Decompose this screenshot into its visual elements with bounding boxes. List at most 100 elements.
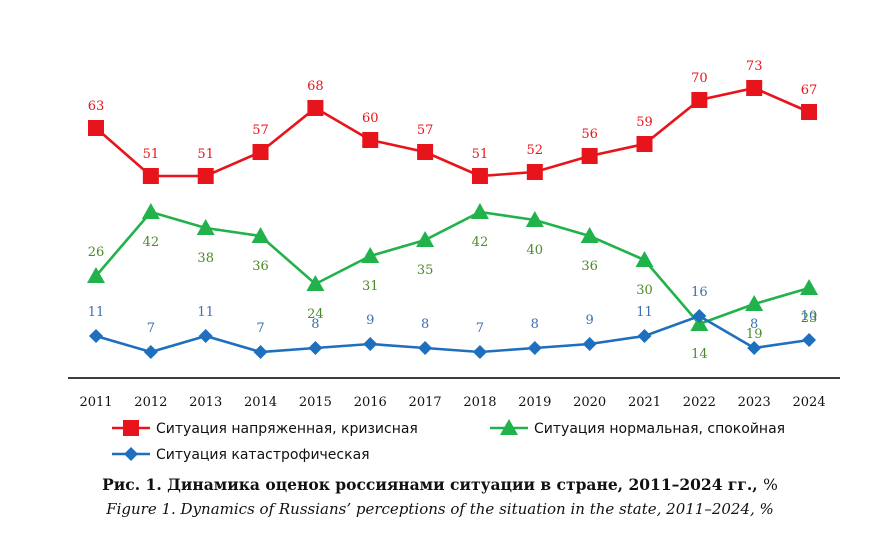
data-label: 52 xyxy=(527,143,544,158)
data-label: 57 xyxy=(252,123,269,138)
data-point-marker xyxy=(197,168,214,184)
data-label: 23 xyxy=(801,311,818,326)
data-label: 11 xyxy=(88,305,105,320)
data-point-marker xyxy=(470,203,489,219)
data-label: 16 xyxy=(691,285,708,300)
data-point-marker xyxy=(363,337,378,351)
x-tick-labels: 2011 2012 2013 2014 2015 2016 2017 2018 2019 2020… xyxy=(79,395,825,410)
caption-ru-unit: % xyxy=(763,476,778,494)
data-point-marker xyxy=(252,144,269,160)
data-point-marker xyxy=(141,203,160,219)
x-tick-label: 2011 xyxy=(79,395,112,410)
data-label: 8 xyxy=(531,317,539,332)
series-line-1 xyxy=(95,86,810,178)
data-label: 42 xyxy=(472,235,489,250)
data-point-marker xyxy=(361,247,380,263)
data-point-marker xyxy=(253,345,268,359)
data-point-marker xyxy=(525,211,544,227)
data-point-marker xyxy=(745,295,764,311)
data-label: 31 xyxy=(362,279,379,294)
data-label: 7 xyxy=(476,321,484,336)
series-lines xyxy=(95,86,810,354)
x-tick-label: 2013 xyxy=(189,395,222,410)
data-point-marker xyxy=(800,279,819,295)
x-tick-label: 2021 xyxy=(628,395,661,410)
x-tick-label: 2012 xyxy=(134,395,167,410)
data-point-marker xyxy=(637,329,652,343)
data-point-marker xyxy=(527,341,542,355)
data-label: 19 xyxy=(746,327,763,342)
data-label: 30 xyxy=(636,283,653,298)
series-line-2 xyxy=(95,210,810,326)
x-tick-label: 2018 xyxy=(463,395,496,410)
data-label: 10 xyxy=(801,309,818,324)
data-label: 51 xyxy=(197,147,214,162)
x-tick-label: 2023 xyxy=(738,395,771,410)
data-label: 57 xyxy=(417,123,434,138)
data-label: 67 xyxy=(801,83,818,98)
x-tick-label: 2014 xyxy=(244,395,277,410)
data-label: 35 xyxy=(417,263,434,278)
data-point-marker xyxy=(636,136,653,152)
data-point-marker xyxy=(196,219,215,235)
legend-label: Ситуация катастрофическая xyxy=(156,447,370,463)
data-point-marker xyxy=(88,120,104,136)
data-label: 8 xyxy=(311,317,319,332)
data-point-marker xyxy=(746,80,763,96)
data-label: 51 xyxy=(472,147,489,162)
data-label: 7 xyxy=(147,321,155,336)
data-point-marker xyxy=(142,168,159,184)
x-tick-label: 2020 xyxy=(573,395,606,410)
data-point-marker xyxy=(306,275,325,291)
data-point-marker xyxy=(692,309,707,323)
data-point-marker xyxy=(526,164,543,180)
data-point-marker xyxy=(308,341,323,355)
data-label: 8 xyxy=(750,317,758,332)
data-label: 36 xyxy=(252,259,269,274)
legend-marker xyxy=(124,447,138,461)
data-label: 51 xyxy=(143,147,160,162)
data-point-marker xyxy=(87,267,105,283)
x-tick-label: 2017 xyxy=(409,395,442,410)
data-label: 38 xyxy=(197,251,214,266)
legend-marker xyxy=(500,419,518,435)
data-point-marker xyxy=(581,148,598,164)
legend-item: Ситуация нормальная, спокойная xyxy=(490,419,785,437)
data-label: 11 xyxy=(197,305,214,320)
data-point-marker xyxy=(801,104,818,120)
data-label: 36 xyxy=(581,259,598,274)
legend-item: Ситуация напряженная, кризисная xyxy=(112,420,418,437)
data-label: 42 xyxy=(143,235,160,250)
data-label: 11 xyxy=(636,305,653,320)
data-point-marker xyxy=(362,132,379,148)
data-point-marker xyxy=(635,251,654,267)
data-label: 9 xyxy=(366,313,374,328)
x-tick-label: 2016 xyxy=(354,395,387,410)
data-label: 73 xyxy=(746,59,763,74)
data-point-marker xyxy=(89,329,103,343)
data-label: 60 xyxy=(362,111,379,126)
data-label: 56 xyxy=(581,127,598,142)
data-point-marker xyxy=(471,168,488,184)
data-label: 26 xyxy=(88,245,105,260)
data-label: 63 xyxy=(88,99,105,114)
data-point-marker xyxy=(307,100,324,116)
legend: Ситуация напряженная, кризисная Ситуация … xyxy=(112,419,785,463)
data-label: 9 xyxy=(586,313,594,328)
data-point-marker xyxy=(418,341,433,355)
data-label: 70 xyxy=(691,71,708,86)
data-label: 59 xyxy=(636,115,653,130)
series-line-3 xyxy=(95,314,810,354)
x-tick-label: 2015 xyxy=(299,395,332,410)
data-point-marker xyxy=(802,333,817,347)
data-point-marker xyxy=(143,345,158,359)
data-point-marker xyxy=(747,341,762,355)
data-label: 7 xyxy=(256,321,264,336)
legend-item: Ситуация катастрофическая xyxy=(112,447,370,463)
legend-label: Ситуация напряженная, кризисная xyxy=(156,421,418,437)
data-label: 68 xyxy=(307,79,324,94)
legend-marker xyxy=(123,420,139,436)
x-tick-label: 2024 xyxy=(793,395,826,410)
